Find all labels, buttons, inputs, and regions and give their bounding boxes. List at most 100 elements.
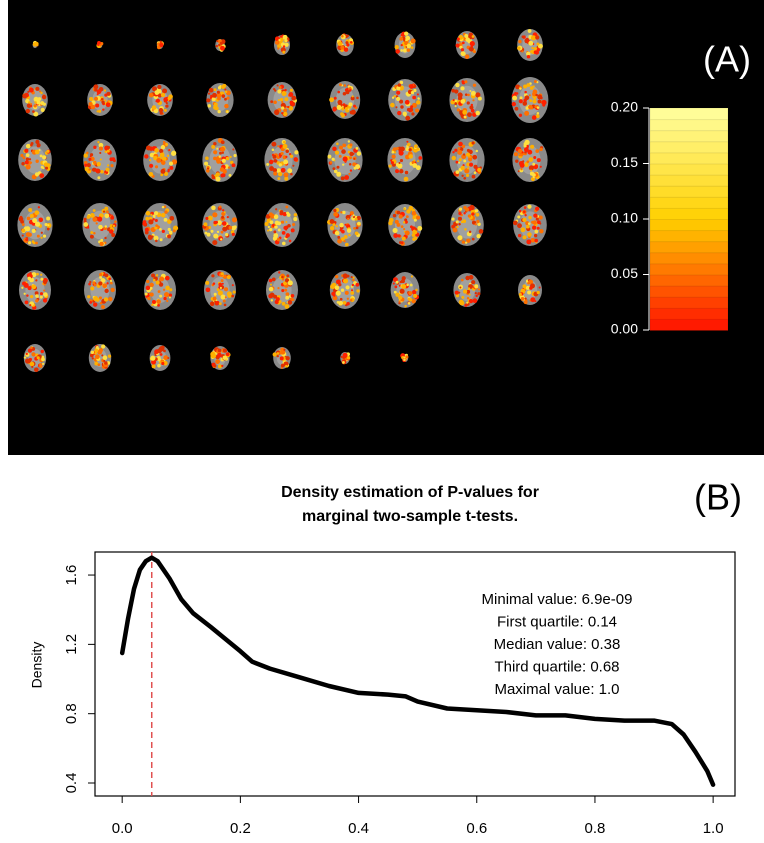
activation-spot — [416, 93, 419, 96]
activation-spot — [535, 217, 539, 221]
activation-spot — [147, 296, 151, 301]
activation-spot — [24, 160, 29, 165]
activation-spot — [280, 349, 284, 352]
activation-spot — [36, 100, 41, 105]
activation-spot — [293, 157, 298, 162]
activation-spot — [42, 234, 47, 238]
activation-spot — [475, 110, 480, 116]
activation-spot — [86, 163, 91, 168]
activation-spot — [388, 164, 392, 168]
activation-spot — [26, 294, 29, 297]
x-tick-label: 0.2 — [230, 820, 251, 837]
activation-spot — [168, 296, 171, 299]
activation-spot — [535, 35, 540, 40]
activation-spot — [336, 142, 339, 146]
activation-spot — [95, 103, 100, 108]
activation-spot — [276, 155, 280, 160]
activation-spot — [333, 208, 337, 213]
activation-spot — [352, 276, 355, 279]
activation-spot — [159, 294, 163, 298]
activation-spot — [460, 165, 465, 171]
activation-spot — [402, 111, 407, 117]
activation-spot — [289, 298, 293, 301]
activation-spot — [166, 154, 170, 157]
activation-spot — [102, 108, 105, 111]
activation-spot — [459, 286, 462, 289]
activation-spot — [152, 214, 156, 218]
activation-spot — [219, 151, 222, 155]
activation-spot — [100, 278, 106, 284]
activation-spot — [465, 207, 470, 212]
activation-spot — [220, 294, 226, 300]
activation-spot — [40, 101, 45, 106]
activation-spot — [216, 147, 219, 150]
activation-spot — [464, 54, 470, 59]
y-tick-label: 0.4 — [63, 773, 80, 794]
activation-spot — [167, 234, 172, 239]
activation-spot — [27, 286, 32, 291]
activation-spot — [274, 89, 277, 92]
activation-spot — [169, 288, 173, 292]
activation-spot — [528, 165, 534, 171]
activation-spot — [287, 105, 290, 109]
activation-spot — [452, 99, 455, 102]
activation-spot — [397, 83, 402, 87]
activation-spot — [278, 171, 283, 177]
activation-spot — [532, 220, 537, 225]
activation-spot — [227, 166, 231, 169]
activation-spot — [279, 351, 283, 355]
activation-spot — [403, 207, 406, 211]
activation-spot — [40, 277, 44, 281]
activation-spot — [282, 211, 287, 217]
activation-spot — [41, 94, 47, 100]
activation-spot — [332, 146, 337, 152]
activation-spot — [536, 226, 540, 230]
colorbar-tick-label: 0.10 — [611, 210, 638, 226]
activation-spot — [223, 211, 226, 214]
activation-spot — [536, 158, 541, 163]
activation-spot — [210, 229, 214, 233]
activation-spot — [218, 155, 222, 158]
activation-spot — [215, 176, 221, 182]
activation-spot — [89, 300, 93, 304]
activation-spot — [475, 149, 479, 153]
activation-spot — [537, 99, 542, 104]
activation-spot — [168, 161, 174, 166]
colorbar-segment — [649, 129, 729, 143]
activation-spot — [35, 241, 38, 245]
activation-spot — [408, 154, 414, 159]
activation-spot — [408, 291, 413, 296]
activation-spot — [413, 236, 418, 240]
activation-spot — [154, 226, 158, 230]
activation-spot — [159, 42, 164, 47]
activation-spot — [159, 40, 162, 43]
activation-spot — [340, 176, 345, 181]
activation-spot — [161, 156, 167, 162]
activation-spot — [92, 281, 96, 285]
activation-spot — [211, 205, 216, 211]
activation-spot — [397, 163, 403, 169]
activation-spot — [31, 284, 37, 290]
activation-spot — [40, 91, 43, 95]
activation-spot — [222, 221, 227, 226]
activation-spot — [33, 111, 39, 117]
activation-spot — [393, 151, 397, 154]
activation-spot — [231, 294, 235, 298]
activation-spot — [152, 86, 157, 92]
activation-spot — [221, 282, 224, 285]
activation-spot — [417, 225, 423, 231]
activation-spot — [226, 215, 229, 219]
activation-spot — [393, 95, 396, 98]
activation-spot — [529, 171, 534, 176]
activation-spot — [461, 279, 464, 282]
activation-spot — [93, 84, 99, 90]
activation-spot — [526, 239, 532, 245]
activation-spot — [23, 292, 26, 295]
activation-spot — [329, 225, 335, 231]
activation-spot — [106, 149, 110, 153]
activation-spot — [392, 213, 397, 218]
activation-spot — [204, 161, 209, 166]
activation-spot — [473, 171, 477, 175]
activation-spot — [526, 160, 530, 164]
activation-spot — [275, 38, 278, 41]
